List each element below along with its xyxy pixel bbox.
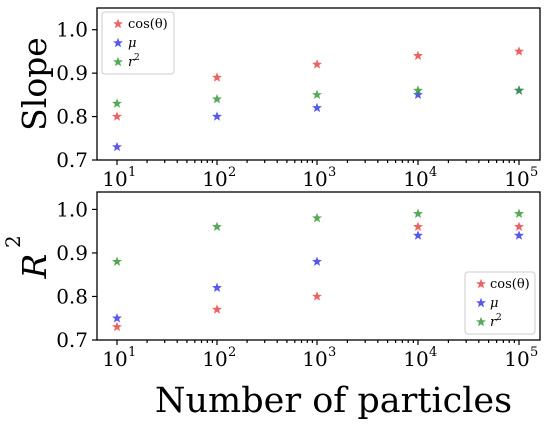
x-tick-label: 10 bbox=[202, 347, 227, 371]
y-tick-label: 0.7 bbox=[56, 328, 88, 352]
legend-marker-mu bbox=[476, 297, 486, 308]
y-axis-label: Slope bbox=[15, 37, 54, 131]
x-tick-label: 10 bbox=[102, 347, 127, 371]
point-mu bbox=[312, 102, 322, 113]
axes-frame bbox=[96, 191, 541, 341]
point-mu bbox=[212, 111, 222, 121]
legend-label-cos-theta: cos(θ) bbox=[490, 277, 530, 292]
point-r-squared bbox=[212, 221, 222, 232]
x-tick-label-exponent: 5 bbox=[530, 165, 538, 180]
point-r-squared bbox=[112, 98, 122, 108]
point-r-squared bbox=[413, 208, 423, 218]
legend-label-cos-theta: cos(θ) bbox=[128, 17, 168, 32]
point-mu bbox=[413, 89, 423, 100]
point-r-squared bbox=[514, 208, 524, 218]
point-cos-theta bbox=[312, 59, 322, 69]
point-cos-theta bbox=[212, 304, 222, 314]
point-r-squared bbox=[413, 85, 423, 95]
x-tick-label-exponent: 2 bbox=[228, 165, 236, 180]
point-cos-theta bbox=[413, 221, 423, 232]
point-mu bbox=[112, 313, 122, 323]
y-tick-label: 0.9 bbox=[56, 241, 88, 265]
x-tick-label-exponent: 1 bbox=[128, 165, 136, 180]
x-tick-label: 10 bbox=[302, 347, 327, 371]
y-axis-label: R bbox=[15, 254, 54, 280]
x-tick-label: 10 bbox=[403, 167, 428, 191]
point-cos-theta bbox=[212, 72, 222, 82]
legend: cos(θ) μr 2 bbox=[464, 271, 536, 335]
x-tick-label-exponent: 4 bbox=[429, 345, 437, 360]
point-mu bbox=[312, 256, 322, 266]
x-tick-label-exponent: 1 bbox=[128, 345, 136, 360]
legend-label-exponent: 2 bbox=[496, 313, 502, 323]
point-r-squared bbox=[514, 85, 524, 95]
legend-marker-cos-theta bbox=[476, 278, 486, 289]
legend-marker-r-squared bbox=[476, 316, 486, 327]
legend-label-r-squared: r bbox=[490, 315, 497, 330]
y-axis-label-exponent: 2 bbox=[1, 235, 25, 248]
x-tick-label: 10 bbox=[504, 347, 529, 371]
legend-label-mu: μ bbox=[490, 296, 498, 311]
y-tick-label: 0.8 bbox=[56, 284, 88, 308]
point-mu bbox=[514, 230, 524, 240]
x-tick-label: 10 bbox=[302, 167, 327, 191]
point-r-squared bbox=[212, 94, 222, 104]
point-cos-theta bbox=[112, 111, 122, 121]
x-tick-label: 10 bbox=[403, 347, 428, 371]
axes-frame bbox=[96, 7, 541, 161]
y-tick-label: 0.7 bbox=[56, 148, 88, 172]
legend-marker-mu bbox=[113, 37, 123, 48]
point-cos-theta bbox=[413, 50, 423, 60]
point-cos-theta bbox=[514, 221, 524, 232]
point-mu bbox=[112, 141, 122, 152]
point-mu bbox=[413, 230, 423, 240]
x-tick-label: 10 bbox=[504, 167, 529, 191]
point-r-squared bbox=[312, 212, 322, 223]
legend-label-r-squared: r bbox=[128, 55, 135, 70]
legend-marker-cos-theta bbox=[113, 18, 123, 29]
y-tick-label: 0.9 bbox=[56, 61, 88, 85]
x-tick-label-exponent: 5 bbox=[530, 345, 538, 360]
point-r-squared bbox=[112, 256, 122, 266]
x-tick-label-exponent: 3 bbox=[328, 165, 336, 180]
y-tick-label: 1.0 bbox=[56, 18, 88, 42]
point-cos-theta bbox=[112, 321, 122, 332]
legend-label-exponent: 2 bbox=[134, 53, 140, 63]
x-axis-label: Number of particles bbox=[155, 381, 512, 421]
x-tick-label-exponent: 4 bbox=[429, 165, 437, 180]
legend-label-mu: μ bbox=[128, 36, 136, 51]
legend-marker-r-squared bbox=[113, 56, 123, 67]
point-r-squared bbox=[312, 89, 322, 100]
legend: cos(θ) μr 2 bbox=[101, 11, 175, 75]
y-tick-label: 0.8 bbox=[56, 105, 88, 129]
y-tick-label: 1.0 bbox=[56, 197, 88, 221]
x-tick-label-exponent: 2 bbox=[228, 345, 236, 360]
point-cos-theta bbox=[514, 46, 524, 56]
x-tick-label-exponent: 3 bbox=[328, 345, 336, 360]
legend-frame bbox=[464, 271, 536, 335]
point-mu bbox=[212, 282, 222, 292]
x-tick-label: 10 bbox=[102, 167, 127, 191]
point-cos-theta bbox=[312, 291, 322, 301]
x-tick-label: 10 bbox=[202, 167, 227, 191]
